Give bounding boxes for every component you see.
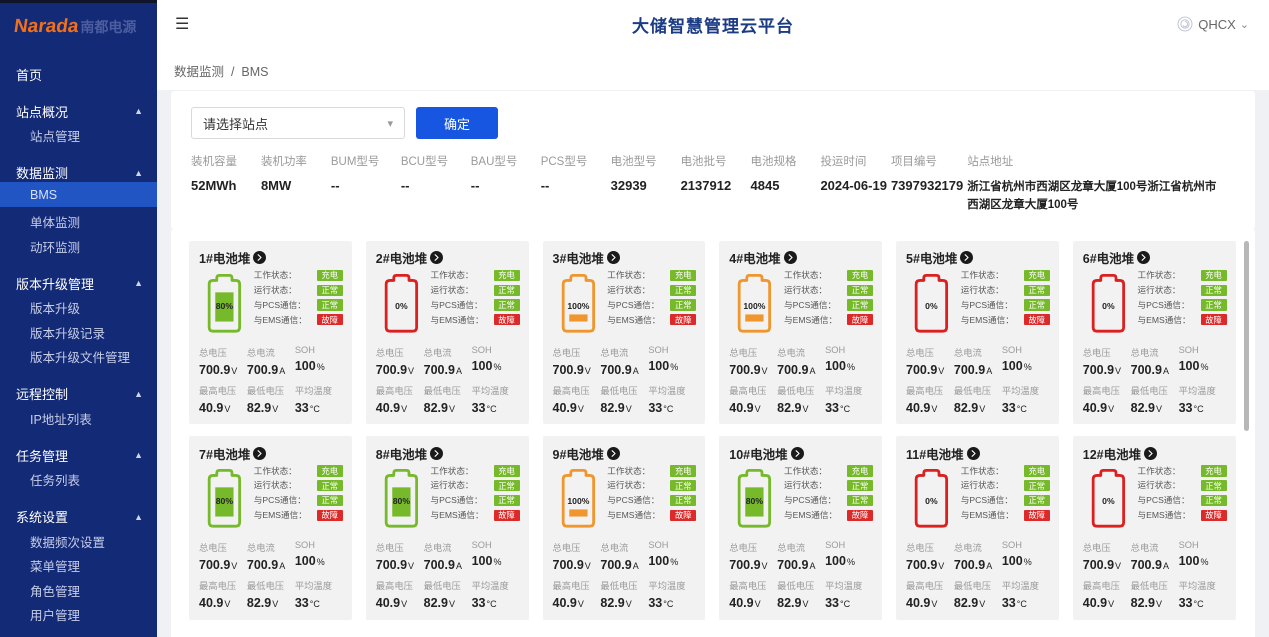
- svg-text:0%: 0%: [1102, 301, 1115, 311]
- svg-text:100%: 100%: [744, 301, 766, 311]
- svg-text:80%: 80%: [393, 496, 411, 506]
- svg-text:0%: 0%: [395, 301, 408, 311]
- svg-text:80%: 80%: [216, 301, 234, 311]
- svg-text:0%: 0%: [1102, 496, 1115, 506]
- svg-text:80%: 80%: [746, 496, 764, 506]
- svg-text:0%: 0%: [925, 301, 938, 311]
- svg-text:0%: 0%: [925, 496, 938, 506]
- svg-text:100%: 100%: [567, 496, 589, 506]
- svg-text:100%: 100%: [567, 301, 589, 311]
- svg-text:80%: 80%: [216, 496, 234, 506]
